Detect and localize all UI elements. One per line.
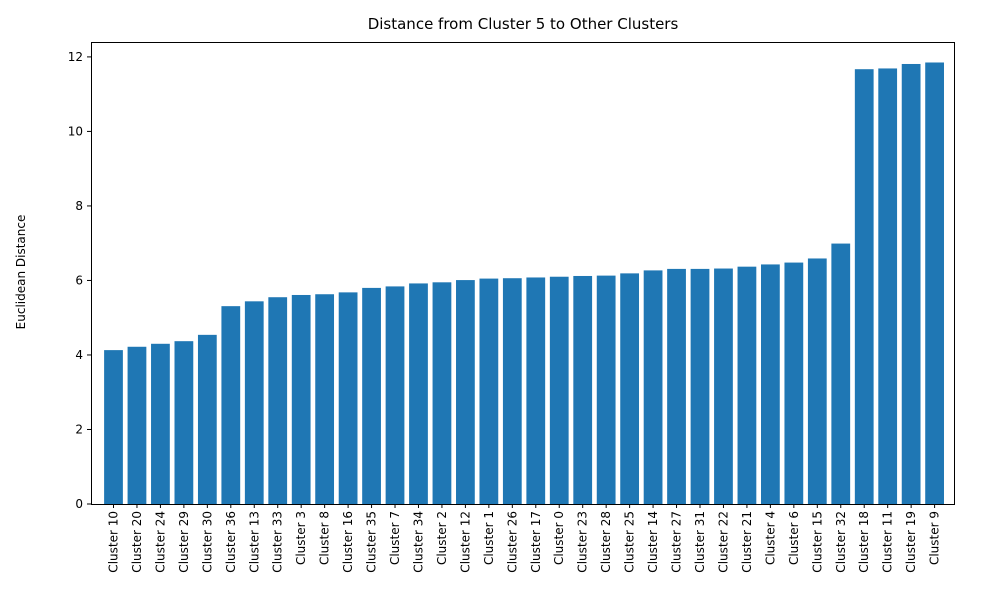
bar xyxy=(784,262,804,504)
bar xyxy=(925,62,944,505)
x-tick-label: Cluster 13 xyxy=(247,511,261,573)
x-tick-label: Cluster 17 xyxy=(529,511,543,573)
y-tick-label: 4 xyxy=(75,348,83,362)
x-tick-label: Cluster 4 xyxy=(763,511,777,565)
x-tick-label: Cluster 36 xyxy=(224,511,238,573)
bar xyxy=(104,350,123,504)
bar xyxy=(526,277,546,504)
x-tick-label: Cluster 3 xyxy=(294,511,308,565)
x-tick-label: Cluster 14 xyxy=(646,511,660,573)
x-tick-label: Cluster 7 xyxy=(388,511,402,565)
x-tick-label: Cluster 26 xyxy=(505,511,519,573)
bar xyxy=(479,278,499,504)
y-tick-label: 10 xyxy=(68,124,83,138)
x-tick-label: Cluster 32 xyxy=(834,511,848,573)
x-tick-label: Cluster 35 xyxy=(365,511,379,573)
y-tick-label: 12 xyxy=(68,50,83,64)
bar xyxy=(456,280,475,504)
x-tick-label: Cluster 23 xyxy=(576,511,590,573)
x-tick-label: Cluster 25 xyxy=(623,511,637,573)
x-tick-label: Cluster 29 xyxy=(177,511,191,573)
x-tick-label: Cluster 27 xyxy=(670,511,684,573)
x-tick-label: Cluster 0 xyxy=(552,511,566,565)
y-tick-label: 2 xyxy=(75,422,83,436)
x-tick-label: Cluster 22 xyxy=(716,511,730,573)
y-tick-label: 6 xyxy=(75,273,83,287)
x-tick-label: Cluster 31 xyxy=(693,511,707,573)
bar xyxy=(502,278,522,504)
bar xyxy=(409,283,428,504)
bar xyxy=(549,276,569,504)
x-tick-label: Cluster 18 xyxy=(857,511,871,573)
x-tick-label: Cluster 16 xyxy=(341,511,355,573)
x-tick-label: Cluster 9 xyxy=(928,511,942,565)
x-tick-label: Cluster 12 xyxy=(458,511,472,573)
x-tick-label: Cluster 11 xyxy=(881,511,895,573)
x-tick-label: Cluster 19 xyxy=(904,511,918,573)
bar xyxy=(432,282,452,504)
bar xyxy=(714,268,733,504)
x-tick-label: Cluster 28 xyxy=(599,511,613,573)
bar xyxy=(667,268,686,504)
bar xyxy=(221,306,241,504)
bar xyxy=(268,297,288,504)
x-tick-label: Cluster 15 xyxy=(810,511,824,573)
x-tick-label: Cluster 2 xyxy=(435,511,449,565)
bar xyxy=(596,275,616,504)
bar xyxy=(573,275,593,504)
bar xyxy=(244,301,264,504)
y-axis: 0 2 4 6 8 10 12 xyxy=(68,50,91,511)
x-tick-label: Cluster 30 xyxy=(200,511,214,573)
bar xyxy=(151,343,170,504)
bar xyxy=(385,286,405,504)
chart-title: Distance from Cluster 5 to Other Cluster… xyxy=(368,15,679,33)
x-tick-label: Cluster 24 xyxy=(153,511,167,573)
bar xyxy=(174,341,194,504)
y-tick-label: 0 xyxy=(75,497,83,511)
bar xyxy=(807,258,827,504)
y-axis-label: Euclidean Distance xyxy=(14,215,28,330)
bar xyxy=(831,243,851,504)
x-tick-label: Cluster 1 xyxy=(482,511,496,565)
bar xyxy=(901,63,921,504)
x-tick-label: Cluster 20 xyxy=(130,511,144,573)
x-axis: Cluster 10 Cluster 20 Cluster 24 Cluster 29… xyxy=(107,504,942,573)
y-tick-label: 8 xyxy=(75,199,83,213)
x-tick-label: Cluster 33 xyxy=(271,511,285,573)
bar xyxy=(197,334,217,504)
bar xyxy=(690,268,710,504)
bar xyxy=(737,266,757,504)
x-tick-label: Cluster 34 xyxy=(411,511,425,573)
bar xyxy=(643,270,663,504)
bar xyxy=(291,294,311,504)
bar xyxy=(854,69,874,504)
bar xyxy=(878,68,898,504)
bar xyxy=(338,292,358,504)
x-tick-label: Cluster 6 xyxy=(787,511,801,565)
bar xyxy=(362,287,381,504)
bar xyxy=(620,273,640,504)
bar xyxy=(315,294,335,504)
bar xyxy=(127,346,147,504)
x-tick-label: Cluster 21 xyxy=(740,511,754,573)
x-tick-label: Cluster 8 xyxy=(318,511,332,565)
plot-frame xyxy=(91,42,955,505)
x-tick-label: Cluster 10 xyxy=(107,511,121,573)
bar xyxy=(761,264,780,504)
bars-group xyxy=(104,62,944,505)
